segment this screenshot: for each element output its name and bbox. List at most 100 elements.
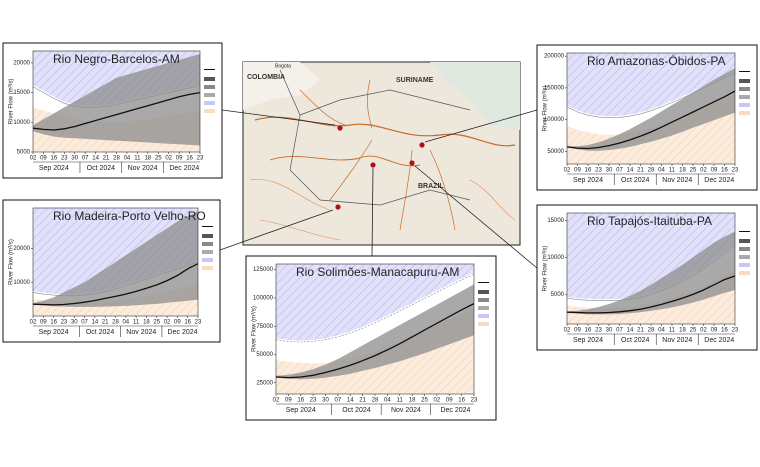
legend-swatch xyxy=(204,93,215,97)
band xyxy=(33,211,198,307)
legend-swatch xyxy=(739,271,750,275)
x-tick-label: 21 xyxy=(359,398,366,404)
legend-swatch xyxy=(202,242,213,246)
x-tick-label: 09 xyxy=(174,320,181,326)
x-tick-label: 02 xyxy=(165,156,172,162)
upper-region xyxy=(276,264,474,342)
x-tick-label: 16 xyxy=(585,168,592,174)
y-tick-label: 10000 xyxy=(13,280,30,286)
x-tick-label: 28 xyxy=(112,320,119,326)
chart-title: Rio Negro-Barcelos-AM xyxy=(53,52,180,66)
map-label: Bogota xyxy=(275,63,291,69)
y-tick-label: 150000 xyxy=(544,85,565,91)
x-tick-label: 04 xyxy=(384,398,391,404)
legend-swatch xyxy=(204,85,215,89)
connector xyxy=(221,109,336,126)
x-tick-label: 23 xyxy=(732,328,739,334)
month-label: Dec 2024 xyxy=(704,337,734,344)
x-tick-label: 30 xyxy=(71,156,78,162)
band xyxy=(33,54,200,146)
legend-swatch xyxy=(739,103,750,107)
x-tick-label: 11 xyxy=(669,168,676,174)
x-tick-label: 07 xyxy=(335,398,342,404)
x-tick-label: 28 xyxy=(113,156,120,162)
legend-swatch xyxy=(478,314,489,318)
x-tick-label: 18 xyxy=(143,320,150,326)
x-tick-label: 02 xyxy=(30,156,37,162)
y-tick-label: 20000 xyxy=(13,246,30,252)
x-tick-label: 16 xyxy=(50,320,57,326)
legend-swatch xyxy=(739,87,750,91)
month-label: Sep 2024 xyxy=(573,177,603,184)
legend-swatch xyxy=(204,101,215,105)
x-tick-label: 11 xyxy=(397,398,404,404)
x-tick-label: 30 xyxy=(71,320,78,326)
plot xyxy=(567,213,735,324)
month-label: Sep 2024 xyxy=(286,407,316,414)
month-label: Sep 2024 xyxy=(39,329,69,336)
map-region xyxy=(430,62,520,130)
x-tick-label: 09 xyxy=(40,156,47,162)
x-tick-label: 16 xyxy=(458,398,465,404)
legend-swatch xyxy=(204,109,215,113)
plot xyxy=(33,208,198,316)
x-tick-label: 04 xyxy=(658,168,665,174)
month-label: Dec 2024 xyxy=(704,177,734,184)
month-label: Oct 2024 xyxy=(621,177,650,184)
month-label: Nov 2024 xyxy=(662,337,692,344)
x-tick-label: 23 xyxy=(595,328,602,334)
x-tick-label: 21 xyxy=(103,156,110,162)
band xyxy=(567,231,735,315)
x-tick-label: 16 xyxy=(585,328,592,334)
plot xyxy=(33,51,200,152)
x-tick-label: 16 xyxy=(297,398,304,404)
x-tick-label: 30 xyxy=(322,398,329,404)
legend-swatch xyxy=(739,247,750,251)
x-tick-label: 09 xyxy=(574,328,581,334)
chart: 50000 100000 150000 200000 River Flow (m³/s)… xyxy=(536,44,758,191)
upper-region xyxy=(567,53,735,118)
map-river xyxy=(299,79,456,231)
gauge xyxy=(337,125,343,131)
y-tick-label: 10000 xyxy=(547,255,564,261)
x-tick-label: 28 xyxy=(648,328,655,334)
x-tick-label: 04 xyxy=(122,320,129,326)
median-line xyxy=(276,303,474,379)
month-label: Oct 2024 xyxy=(621,337,650,344)
map-label: COLOMBIA xyxy=(247,74,285,81)
map-label: BRAZIL xyxy=(418,183,444,190)
x-tick-label: 09 xyxy=(574,168,581,174)
x-tick-label: 04 xyxy=(658,328,665,334)
map-region xyxy=(243,62,320,110)
x-tick-label: 07 xyxy=(81,320,88,326)
x-tick-label: 09 xyxy=(285,398,292,404)
chart-title: Rio Amazonas-Óbidos-PA xyxy=(587,53,726,68)
x-tick-label: 18 xyxy=(679,168,686,174)
plot xyxy=(567,53,735,164)
x-tick-label: 21 xyxy=(102,320,109,326)
legend-swatch xyxy=(202,234,213,238)
x-tick-label: 02 xyxy=(164,320,171,326)
connector xyxy=(371,167,374,257)
month-label: Dec 2024 xyxy=(168,329,198,336)
x-tick-label: 11 xyxy=(669,328,676,334)
chart-title: Rio Tapajós-Itaituba-PA xyxy=(587,214,712,228)
x-tick-label: 07 xyxy=(82,156,89,162)
y-axis-label: River Flow (m³/s) xyxy=(543,86,549,132)
gauge xyxy=(370,162,376,168)
x-tick-label: 02 xyxy=(434,398,441,404)
upper-region xyxy=(567,213,735,301)
x-tick-label: 28 xyxy=(372,398,379,404)
connector xyxy=(414,165,538,269)
x-tick-label: 30 xyxy=(606,168,613,174)
x-tick-label: 07 xyxy=(616,328,623,334)
median-line xyxy=(33,91,200,131)
plot xyxy=(276,264,474,394)
legend-swatch xyxy=(478,282,489,283)
x-tick-label: 21 xyxy=(637,168,644,174)
month-label: Nov 2024 xyxy=(662,177,692,184)
map-border xyxy=(279,69,471,206)
x-tick-label: 16 xyxy=(186,156,193,162)
